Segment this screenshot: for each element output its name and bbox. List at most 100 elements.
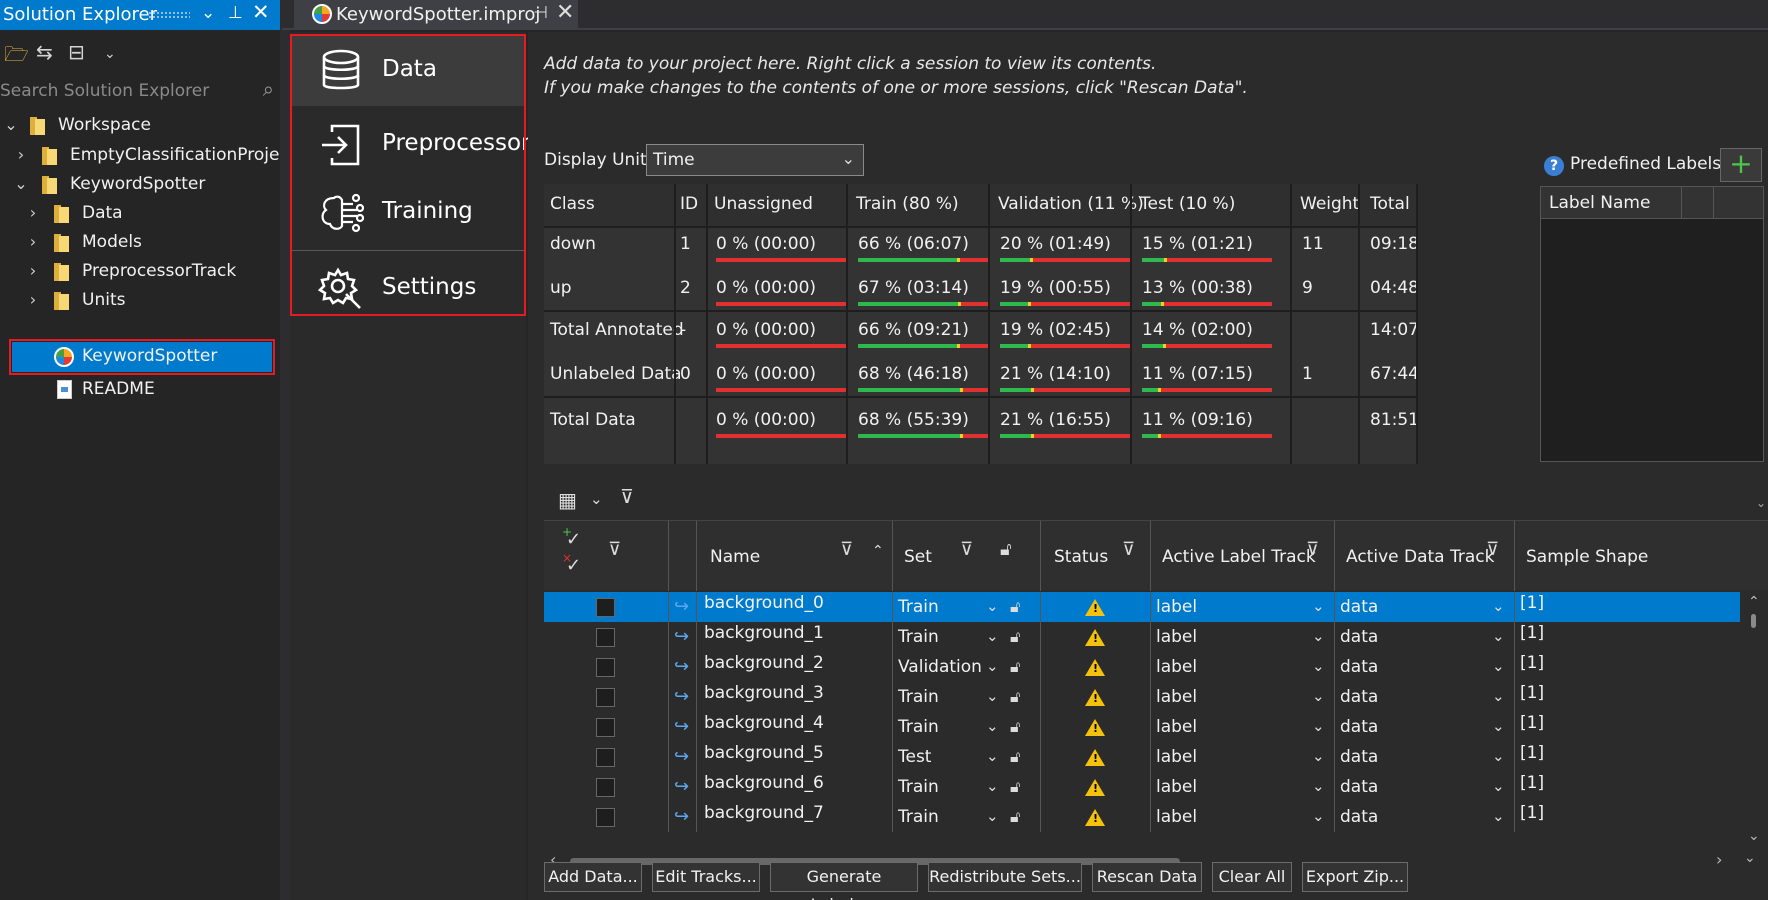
chevron-down-icon[interactable]: ⌄ bbox=[1492, 807, 1505, 825]
session-data-track[interactable]: data bbox=[1340, 807, 1379, 827]
chevron-down-icon[interactable]: ⌄ bbox=[1312, 777, 1325, 795]
filter-icon[interactable]: ⊽ bbox=[1486, 539, 1500, 560]
chevron-down-icon[interactable]: ⌄ bbox=[986, 717, 999, 735]
check-all-icon[interactable]: ✓ bbox=[566, 529, 582, 550]
sort-ascending-icon[interactable]: ⌃ bbox=[872, 543, 884, 559]
tree-item-emptyclassificationproject[interactable]: › EmptyClassificationProject bbox=[0, 141, 295, 171]
overflow-icon[interactable]: ⌄ bbox=[1755, 496, 1766, 510]
session-data-track[interactable]: data bbox=[1340, 717, 1379, 737]
session-set[interactable]: Train bbox=[898, 597, 939, 617]
grid-header-active-label-track[interactable]: Active Label Track bbox=[1162, 547, 1316, 567]
row-checkbox[interactable] bbox=[596, 748, 615, 767]
unlock-icon[interactable]: 🔓︎ bbox=[1010, 627, 1021, 646]
filter-icon[interactable]: ⊽ bbox=[1122, 539, 1136, 560]
chevron-down-icon[interactable]: ⌄ bbox=[1492, 777, 1505, 795]
session-set[interactable]: Test bbox=[898, 747, 932, 767]
session-label-track[interactable]: label bbox=[1156, 597, 1198, 617]
session-data-track[interactable]: data bbox=[1340, 597, 1379, 617]
table-row[interactable]: ↪ background_7 Train ⌄ 🔓︎ label ⌄ data ⌄ [1] bbox=[544, 802, 1740, 832]
unlock-icon[interactable]: 🔓︎ bbox=[1000, 539, 1012, 560]
filter-icon[interactable]: ⊽ bbox=[608, 539, 622, 560]
collapse-chevron-icon[interactable]: › bbox=[17, 145, 25, 164]
table-row[interactable]: ↪ background_1 Train ⌄ 🔓︎ label ⌄ data ⌄ [1] bbox=[544, 622, 1740, 652]
session-label-track[interactable]: label bbox=[1156, 807, 1198, 827]
session-data-track[interactable]: data bbox=[1340, 627, 1379, 647]
chevron-down-icon[interactable]: ⌄ bbox=[1492, 717, 1505, 735]
add-data-button[interactable]: Add Data... bbox=[544, 862, 642, 892]
panel-splitter[interactable] bbox=[280, 0, 290, 900]
edit-tracks-button[interactable]: Edit Tracks... bbox=[652, 862, 760, 892]
tree-item-workspace[interactable]: ⌄ Workspace bbox=[0, 111, 280, 141]
window-menu-chevron-icon[interactable]: ⌄ bbox=[201, 3, 216, 23]
expand-chevron-icon[interactable]: ⌄ bbox=[4, 115, 18, 134]
redirect-icon[interactable]: ↪ bbox=[674, 656, 690, 677]
scroll-up-icon[interactable]: ⌃ bbox=[1748, 594, 1760, 610]
chevron-down-icon[interactable]: ⌄ bbox=[986, 807, 999, 825]
session-set[interactable]: Train bbox=[898, 717, 939, 737]
unlock-icon[interactable]: 🔓︎ bbox=[1010, 807, 1021, 826]
clear-filter-icon[interactable]: ⊽ bbox=[620, 486, 634, 508]
collapse-chevron-icon[interactable]: › bbox=[29, 261, 37, 280]
rescan-data-button[interactable]: Rescan Data bbox=[1092, 862, 1202, 892]
row-checkbox[interactable] bbox=[596, 808, 615, 827]
row-checkbox[interactable] bbox=[596, 658, 615, 677]
scroll-thumb[interactable] bbox=[570, 858, 1180, 865]
chevron-down-icon[interactable]: ⌄ bbox=[1492, 597, 1505, 615]
close-icon[interactable]: ✕ bbox=[252, 0, 270, 24]
chevron-down-icon[interactable]: ⌄ bbox=[986, 627, 999, 645]
scroll-down-icon[interactable]: ⌄ bbox=[1748, 828, 1760, 844]
table-row[interactable]: ↪ background_6 Train ⌄ 🔓︎ label ⌄ data ⌄ [1] bbox=[544, 772, 1740, 802]
nav-data[interactable]: Data bbox=[290, 34, 526, 106]
chevron-down-icon[interactable]: ⌄ bbox=[1312, 687, 1325, 705]
redirect-icon[interactable]: ↪ bbox=[674, 716, 690, 737]
session-label-track[interactable]: label bbox=[1156, 777, 1198, 797]
redirect-icon[interactable]: ↪ bbox=[674, 626, 690, 647]
session-set[interactable]: Train bbox=[898, 627, 939, 647]
filter-icon[interactable]: ⊽ bbox=[840, 539, 854, 560]
grid-header-status[interactable]: Status bbox=[1054, 547, 1109, 567]
tree-item-readme[interactable]: README bbox=[0, 375, 280, 405]
collapse-all-icon[interactable]: ⊟ bbox=[68, 40, 85, 64]
chevron-down-icon[interactable]: ⌄ bbox=[986, 597, 999, 615]
unlock-icon[interactable]: 🔓︎ bbox=[1010, 747, 1021, 766]
unlock-icon[interactable]: 🔓︎ bbox=[1010, 597, 1021, 616]
scroll-right-icon[interactable]: › bbox=[1716, 850, 1723, 869]
row-checkbox[interactable] bbox=[596, 778, 615, 797]
grid-header-active-data-track[interactable]: Active Data Track bbox=[1346, 547, 1495, 567]
chevron-down-icon[interactable]: ⌄ bbox=[1312, 717, 1325, 735]
filter-icon[interactable]: ⊽ bbox=[960, 539, 974, 560]
table-row[interactable]: ↪ background_0 Train ⌄ 🔓︎ label ⌄ data ⌄ [1] bbox=[544, 592, 1740, 622]
predefined-labels-table[interactable]: Label Name bbox=[1540, 186, 1764, 462]
toolbar-overflow-icon[interactable]: ⌄ bbox=[104, 46, 116, 62]
generate-labels-button[interactable]: Generate Labels... bbox=[770, 862, 918, 900]
chevron-down-icon[interactable]: ⌄ bbox=[986, 747, 999, 765]
chevron-down-icon[interactable]: ⌄ bbox=[1312, 627, 1325, 645]
session-set[interactable]: Train bbox=[898, 807, 939, 827]
row-checkbox[interactable] bbox=[596, 628, 615, 647]
label-name-header[interactable]: Label Name bbox=[1549, 193, 1651, 213]
session-label-track[interactable]: label bbox=[1156, 717, 1198, 737]
filter-icon[interactable]: ⊽ bbox=[1306, 539, 1320, 560]
tree-item-preprocessortrack[interactable]: › PreprocessorTrack bbox=[0, 257, 280, 287]
session-set[interactable]: Validation bbox=[898, 657, 982, 677]
nav-preprocessor[interactable]: Preprocessor bbox=[290, 108, 530, 180]
search-icon[interactable]: ⌕ bbox=[262, 77, 274, 101]
grid-header-sample-shape[interactable]: Sample Shape bbox=[1526, 547, 1649, 567]
clear-all-button[interactable]: Clear All bbox=[1212, 862, 1292, 892]
uncheck-all-icon[interactable]: ✓ bbox=[566, 555, 582, 576]
session-label-track[interactable]: label bbox=[1156, 627, 1198, 647]
search-input[interactable] bbox=[0, 78, 250, 104]
table-row[interactable]: ↪ background_4 Train ⌄ 🔓︎ label ⌄ data ⌄ [1] bbox=[544, 712, 1740, 742]
session-data-track[interactable]: data bbox=[1340, 777, 1379, 797]
sync-icon[interactable]: ⇆ bbox=[36, 40, 53, 64]
scroll-thumb[interactable] bbox=[1751, 614, 1756, 628]
collapse-chevron-icon[interactable]: › bbox=[29, 290, 37, 309]
unlock-icon[interactable]: 🔓︎ bbox=[1010, 687, 1021, 706]
grid-header-name[interactable]: Name bbox=[710, 547, 761, 567]
session-data-track[interactable]: data bbox=[1340, 687, 1379, 707]
chevron-down-icon[interactable]: ⌄ bbox=[986, 687, 999, 705]
tree-item-units[interactable]: › Units bbox=[0, 286, 280, 316]
chevron-down-icon[interactable]: ⌄ bbox=[1492, 747, 1505, 765]
grid-header-set[interactable]: Set bbox=[904, 547, 932, 567]
